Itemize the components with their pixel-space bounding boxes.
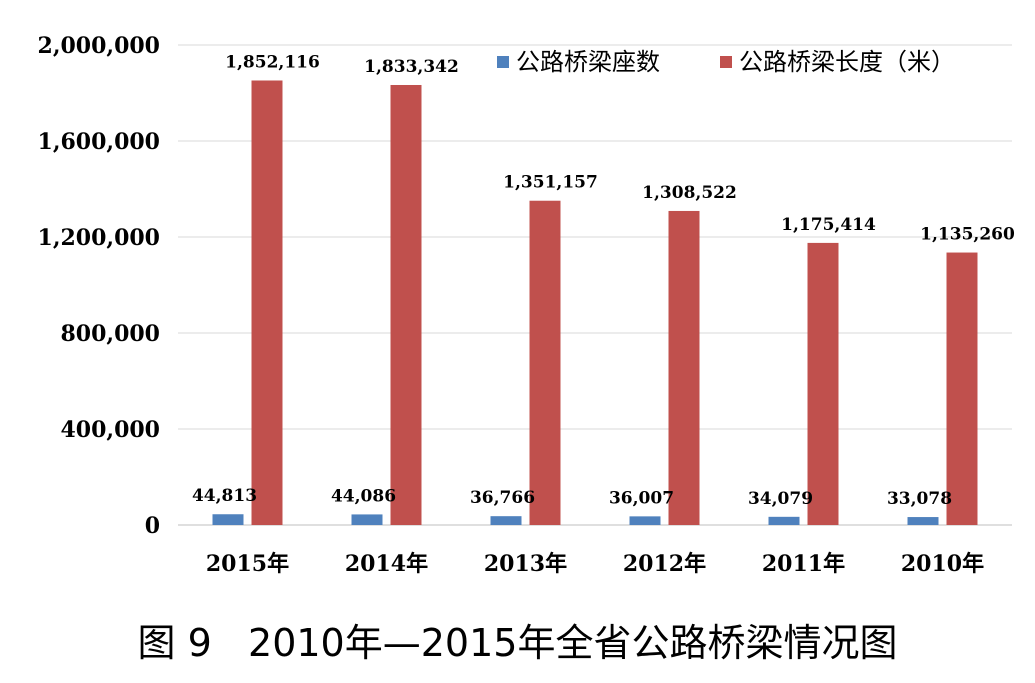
bar-bridge-length <box>529 200 561 525</box>
data-label: 1,308,522 <box>642 183 737 203</box>
y-tick-label: 800,000 <box>60 321 160 347</box>
data-label: 44,086 <box>331 486 396 506</box>
bar-bridge-length <box>946 252 978 525</box>
data-labels: 44,813 1,852,116 44,086 1,833,342 36,766 1,35… <box>192 52 1015 509</box>
bar-bridge-count <box>907 517 939 525</box>
gridlines <box>178 44 1012 526</box>
bar-bridge-length <box>668 210 700 526</box>
y-tick-label: 400,000 <box>60 417 160 443</box>
x-axis: 2015年 2014年 2013年 2012年 2011年 2010年 <box>206 551 984 577</box>
bar-chart: 0 400,000 800,000 1,200,000 1,600,000 2,000,0… <box>38 33 1015 577</box>
x-tick-label: 2013年 <box>484 551 567 577</box>
y-tick-label: 1,600,000 <box>38 129 160 155</box>
bar-bridge-count <box>351 514 383 525</box>
legend: 公路桥梁座数 公路桥梁长度（米） <box>497 48 955 76</box>
figure-caption: 图 9 2010年—2015年全省公路桥梁情况图 <box>137 621 898 665</box>
x-tick-label: 2015年 <box>206 551 289 577</box>
bars <box>212 80 978 526</box>
data-label: 1,351,157 <box>503 173 598 193</box>
x-tick-label: 2012年 <box>623 551 706 577</box>
bar-bridge-count <box>490 516 522 525</box>
data-label: 1,833,342 <box>364 57 459 77</box>
bar-bridge-count <box>212 514 244 525</box>
data-label: 1,852,116 <box>225 52 320 72</box>
x-tick-label: 2011年 <box>762 551 845 577</box>
legend-label: 公路桥梁长度（米） <box>739 48 955 76</box>
data-label: 33,078 <box>887 489 952 509</box>
bar-bridge-count <box>768 516 800 525</box>
data-label: 1,175,414 <box>781 215 876 235</box>
x-tick-label: 2014年 <box>345 551 428 577</box>
legend-swatch <box>720 56 732 68</box>
legend-swatch <box>497 56 509 68</box>
bar-bridge-length <box>807 242 839 525</box>
y-tick-label: 0 <box>145 513 160 539</box>
bar-bridge-length <box>251 80 283 525</box>
bar-bridge-count <box>629 516 661 525</box>
y-tick-label: 1,200,000 <box>38 225 160 251</box>
data-label: 36,007 <box>609 488 674 508</box>
y-tick-label: 2,000,000 <box>38 33 160 59</box>
x-tick-label: 2010年 <box>901 551 984 577</box>
data-label: 36,766 <box>470 488 535 508</box>
data-label: 1,135,260 <box>920 225 1015 245</box>
legend-label: 公路桥梁座数 <box>516 48 660 76</box>
data-label: 44,813 <box>192 486 257 506</box>
data-label: 34,079 <box>748 489 813 509</box>
y-axis: 0 400,000 800,000 1,200,000 1,600,000 2,000,0… <box>38 33 160 539</box>
bar-bridge-length <box>390 84 422 525</box>
